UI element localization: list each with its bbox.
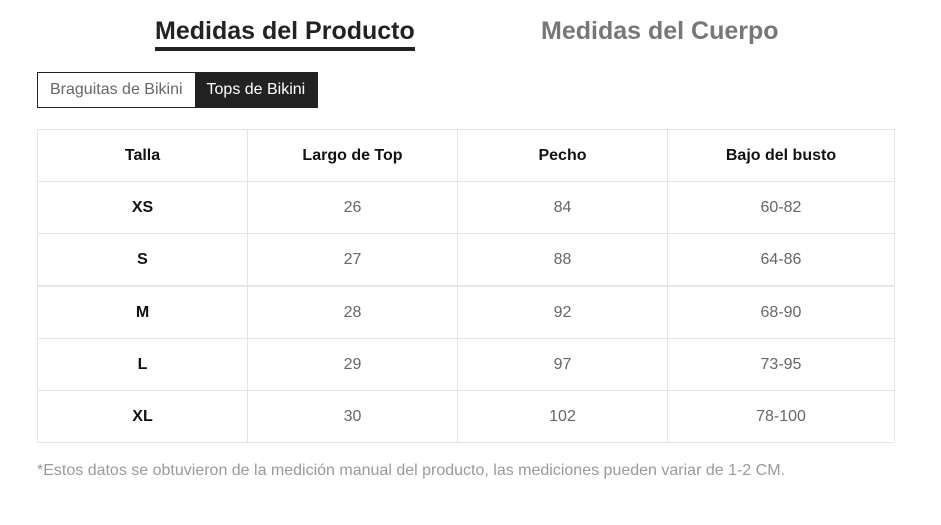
top-length-cell: 27 xyxy=(247,233,458,287)
size-cell: XL xyxy=(37,390,248,443)
chest-cell: 84 xyxy=(457,181,668,234)
chest-cell: 102 xyxy=(457,390,668,443)
underbust-cell: 64-86 xyxy=(667,233,895,287)
top-length-cell: 29 xyxy=(247,338,458,391)
tab-product-measurements[interactable]: Medidas del Producto xyxy=(155,15,415,51)
chest-cell: 88 xyxy=(457,233,668,287)
size-cell: M xyxy=(37,285,248,339)
chest-cell: 97 xyxy=(457,338,668,391)
header-chest: Pecho xyxy=(457,129,668,182)
header-top-length: Largo de Top xyxy=(247,129,458,182)
table-row: S 27 88 64-86 xyxy=(37,233,895,287)
category-tabs: Braguitas de Bikini Tops de Bikini xyxy=(37,72,319,108)
table-row: L 29 97 73-95 xyxy=(37,338,895,391)
table-row: XS 26 84 60-82 xyxy=(37,181,895,234)
chest-cell: 92 xyxy=(457,285,668,339)
size-cell: L xyxy=(37,338,248,391)
header-underbust: Bajo del busto xyxy=(667,129,895,182)
table-row: M 28 92 68-90 xyxy=(37,285,895,339)
table-header-row: Talla Largo de Top Pecho Bajo del busto xyxy=(37,129,895,182)
subtab-bikini-tops[interactable]: Tops de Bikini xyxy=(194,73,318,107)
underbust-cell: 73-95 xyxy=(667,338,895,391)
top-length-cell: 30 xyxy=(247,390,458,443)
size-cell: XS xyxy=(37,181,248,234)
footnote: *Estos datos se obtuvieron de la medició… xyxy=(37,462,785,479)
underbust-cell: 60-82 xyxy=(667,181,895,234)
underbust-cell: 78-100 xyxy=(667,390,895,443)
top-length-cell: 28 xyxy=(247,285,458,339)
top-length-cell: 26 xyxy=(247,181,458,234)
header-size: Talla xyxy=(37,129,248,182)
subtab-bikini-bottoms[interactable]: Braguitas de Bikini xyxy=(38,73,195,107)
underbust-cell: 68-90 xyxy=(667,285,895,339)
tab-body-measurements[interactable]: Medidas del Cuerpo xyxy=(541,17,779,45)
size-table: Talla Largo de Top Pecho Bajo del busto … xyxy=(37,129,895,443)
table-row: XL 30 102 78-100 xyxy=(37,390,895,443)
size-cell: S xyxy=(37,233,248,287)
